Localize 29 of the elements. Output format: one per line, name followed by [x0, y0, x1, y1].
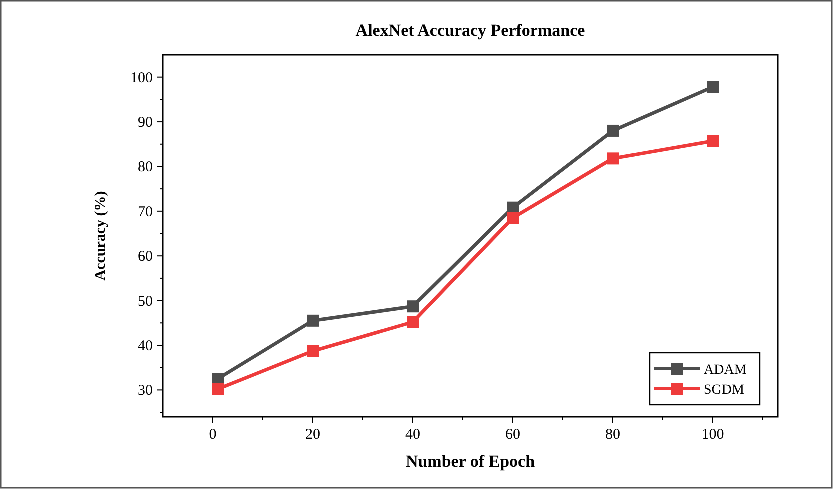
- chart-title: AlexNet Accuracy Performance: [356, 21, 586, 40]
- x-tick-label: 100: [702, 427, 724, 443]
- point: [407, 300, 419, 313]
- point: [607, 124, 619, 137]
- x-tick-label: 40: [406, 427, 420, 443]
- point: [307, 345, 319, 358]
- legend-label: SGDM: [704, 383, 746, 398]
- x-tick-label: 0: [209, 427, 217, 443]
- legend-label: ADAM: [704, 363, 748, 378]
- x-tick-label: 20: [306, 427, 320, 443]
- point: [507, 212, 519, 224]
- x-axis-title: Number of Epoch: [406, 452, 536, 471]
- x-tick-label: 60: [506, 427, 520, 443]
- point: [307, 314, 319, 327]
- y-tick-label: 90: [138, 115, 153, 132]
- y-axis-title: Accuracy (%): [93, 191, 109, 281]
- y-tick-label: 40: [138, 338, 153, 354]
- point: [707, 81, 719, 94]
- point: [607, 152, 619, 165]
- y-tick-label: 80: [138, 160, 153, 176]
- y-tick-label: 50: [138, 294, 153, 310]
- point: [212, 383, 224, 396]
- y-tick-label: 100: [130, 70, 153, 86]
- x-tick-label: 80: [606, 427, 620, 443]
- y-tick-label: 60: [138, 249, 153, 266]
- y-tick-label: 70: [138, 204, 153, 220]
- point: [707, 135, 719, 148]
- y-tick-label: 30: [138, 383, 153, 400]
- point: [407, 316, 419, 328]
